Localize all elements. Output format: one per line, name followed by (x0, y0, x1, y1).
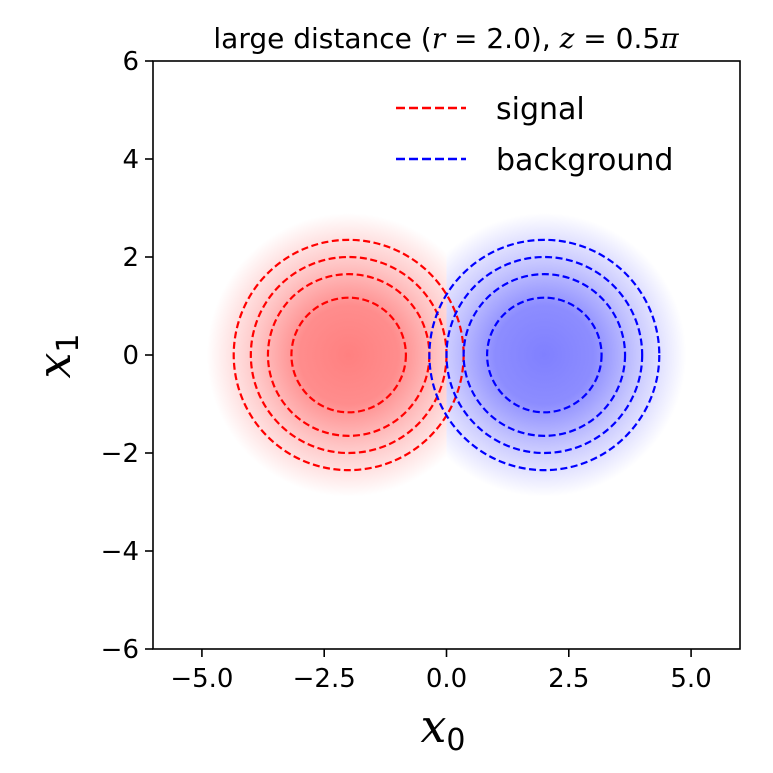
x-tick-label: 5.0 (670, 664, 711, 694)
x-tick-label: −5.0 (170, 664, 233, 694)
x-axis-label: x0 (420, 699, 465, 758)
legend-label-background: background (496, 143, 673, 178)
legend: signal background (396, 92, 673, 178)
x-tick-label: 2.5 (548, 664, 589, 694)
y-tick-label: −4 (101, 537, 139, 567)
contour-background-1 (486, 296, 603, 414)
x-tick-label: 0.0 (426, 664, 467, 694)
x-tick-label: −2.5 (293, 664, 356, 694)
y-tick-label: 0 (122, 341, 139, 371)
x-axis-ticks: −5.0 −2.5 0.0 2.5 5.0 (170, 649, 712, 694)
y-tick-label: 6 (122, 47, 139, 77)
contour-background-4 (428, 238, 661, 472)
contour-layer (232, 238, 661, 472)
legend-entry-background: background (396, 143, 673, 178)
contour-background-2 (462, 273, 627, 437)
y-tick-label: 4 (122, 145, 139, 175)
y-axis-ticks: −6 −4 −2 0 2 4 6 (101, 47, 153, 665)
y-tick-label: −2 (101, 439, 139, 469)
contour-signal-1 (290, 296, 407, 414)
contour-background-3 (445, 255, 644, 455)
chart-title: large distance (r = 2.0), z = 0.5π (213, 22, 679, 55)
legend-entry-signal: signal (396, 92, 585, 127)
y-axis-label: x1 (27, 333, 86, 378)
legend-label-signal: signal (496, 92, 585, 127)
y-tick-label: −6 (101, 635, 139, 665)
y-tick-label: 2 (122, 243, 139, 273)
